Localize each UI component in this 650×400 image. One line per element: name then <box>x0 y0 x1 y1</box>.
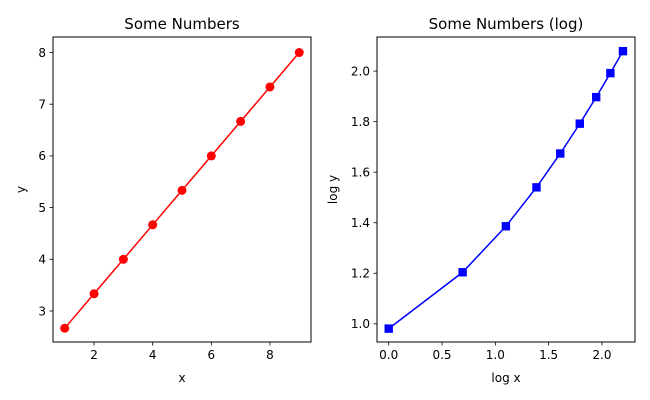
chart-1-axes-frame <box>52 36 312 343</box>
chart-2-x-tick-label: 1.0 <box>486 348 505 362</box>
chart-2-y-tick-label: 1.0 <box>351 317 370 331</box>
chart-2-x-tick-label: 1.5 <box>539 348 558 362</box>
chart-1-x-tick-label: 6 <box>207 348 215 362</box>
chart-1-x-tick-label: 4 <box>149 348 157 362</box>
chart-1-data-point <box>148 220 158 230</box>
chart-1-y-tick-label: 5 <box>38 201 46 215</box>
chart-2-y-tick-label: 1.6 <box>351 165 370 179</box>
chart-1-x-tick-label: 8 <box>266 348 274 362</box>
chart-1-data-point <box>265 82 275 92</box>
chart-1-x-tick-label: 2 <box>90 348 98 362</box>
chart-2-data-point <box>384 324 393 333</box>
chart-1-y-tick-label: 8 <box>38 46 46 60</box>
chart-1-data-point <box>60 323 70 333</box>
chart-1-y-axis-label: y <box>14 186 28 193</box>
chart-2-data-point <box>618 46 628 56</box>
chart-2-data-point <box>501 222 511 231</box>
chart-2-x-tick-label: 0.0 <box>379 348 398 362</box>
chart-2-y-tick-label: 1.8 <box>351 115 370 129</box>
chart-1-x-axis-label: x <box>178 371 185 385</box>
chart-1-y-tick-label: 4 <box>38 253 46 267</box>
chart-1-data-point <box>206 151 216 161</box>
chart-2-data-point <box>591 92 601 102</box>
chart-2-x-tick-label: 2.0 <box>592 348 611 362</box>
chart-1-data-point <box>118 254 128 264</box>
chart-2-y-axis-label: log y <box>326 175 340 204</box>
chart-2-data-point <box>556 149 565 158</box>
chart-1-data-point <box>294 48 304 58</box>
chart-2-y-tick-label: 2.0 <box>351 64 370 78</box>
chart-1-data-point <box>236 116 246 126</box>
chart-2-data-point <box>606 68 615 78</box>
chart-2-axes-frame <box>376 36 636 343</box>
chart-2: Some Numbers (log) 0.0 0.5 1.0 1.5 2.0 1.0 1.2 1… <box>326 15 636 385</box>
chart-2-title: Some Numbers (log) <box>429 15 584 33</box>
chart-1: Some Numbers 2 4 6 8 3 4 5 6 7 8 x y <box>14 15 312 385</box>
chart-1-y-tick-label: 6 <box>38 149 46 163</box>
chart-2-y-tick-label: 1.2 <box>351 267 370 281</box>
chart-1-y-tick-label: 3 <box>38 304 46 318</box>
chart-1-data-point <box>89 289 99 299</box>
chart-2-x-axis-label: log x <box>491 371 520 385</box>
chart-2-data-point <box>458 268 467 277</box>
chart-2-data-point <box>575 119 584 128</box>
chart-1-y-tick-label: 7 <box>38 98 46 112</box>
chart-1-data-point <box>177 185 187 195</box>
chart-1-title: Some Numbers <box>124 15 240 33</box>
chart-2-data-point <box>532 183 541 192</box>
chart-2-y-tick-label: 1.4 <box>351 216 370 230</box>
chart-2-x-tick-label: 0.5 <box>432 348 451 362</box>
